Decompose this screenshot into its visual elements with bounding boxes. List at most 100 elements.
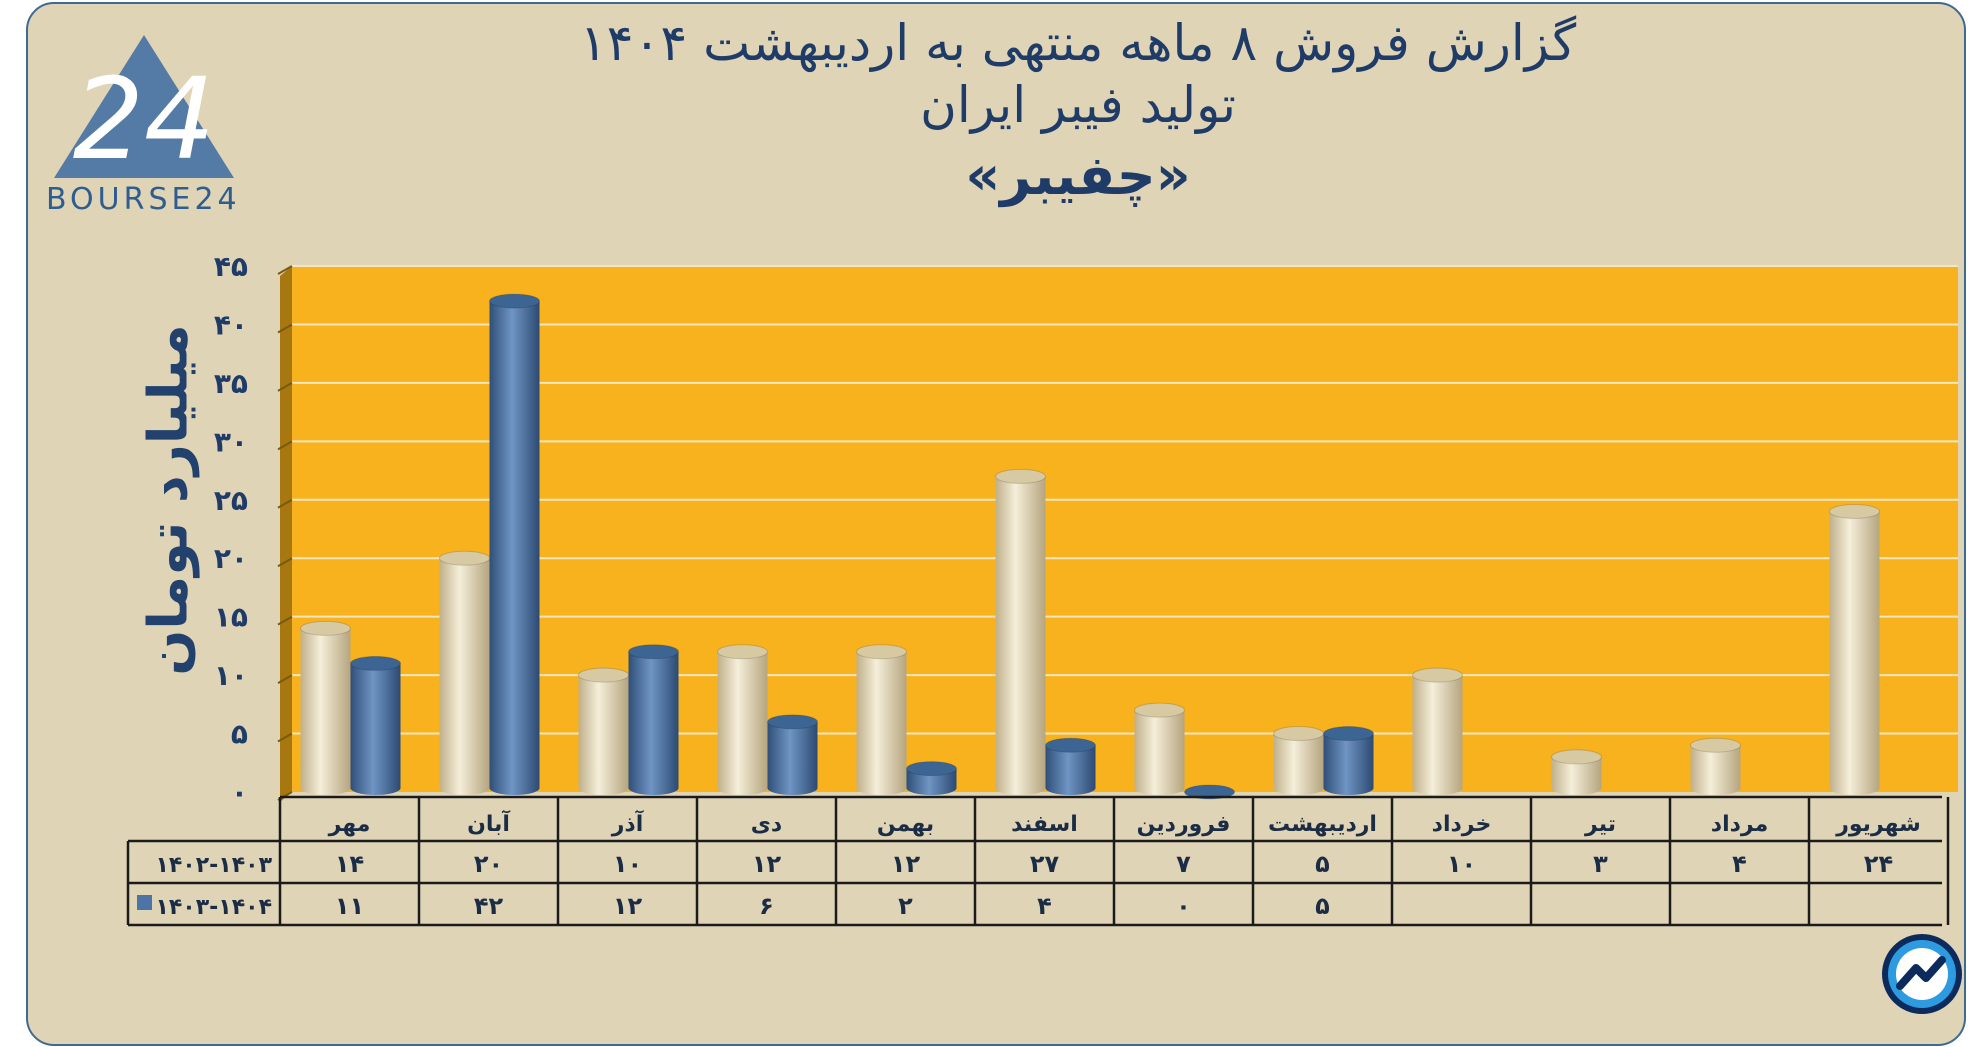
data-label-series-a: ۵ [1315,850,1330,878]
bar-series-a-body [578,675,629,788]
bar-series-b-top [628,644,679,660]
bar-series-b [1323,726,1374,795]
y-tick-label: ۱۵ [214,601,248,634]
data-label-series-a: ۱۴ [335,850,364,878]
bar-series-a [1412,667,1463,795]
data-label-series-a: ۱۲ [891,850,921,878]
logo-mark-text: 24 [73,55,216,185]
bar-series-a [1551,749,1602,795]
data-label-series-a: ۲۴ [1864,850,1893,878]
legend-series-b-label: ۱۴۰۳-۱۴۰۴ [155,895,272,920]
data-label-series-a: ۳ [1593,850,1608,878]
bar-series-b-top [1045,737,1096,753]
bar-series-b [350,655,401,795]
gridline-side [277,674,293,684]
bar-series-a-body [1829,511,1880,788]
data-label-series-a: ۲۰ [474,850,503,878]
bar-series-a-base [856,781,907,795]
bar-series-b-base [350,781,401,795]
bar-series-a [1829,503,1880,795]
bar-series-a-top [439,550,490,566]
gridline-side [277,615,293,626]
data-label-series-a: ۷ [1176,850,1191,878]
bar-series-b-top [489,293,540,309]
data-label-series-b: ۶ [759,892,774,920]
bar-series-b-body [628,651,679,788]
bar-series-b [1184,784,1235,800]
trend-arrow-icon[interactable] [1880,932,1964,1016]
bar-series-b-top [767,714,818,730]
bar-series-a-top [995,468,1046,484]
legend-series-b-swatch [137,895,152,910]
x-category-label: آذر [611,809,644,837]
bar-series-a-body [439,558,490,788]
bar-series-b [489,293,540,795]
bar-series-a-top [1273,726,1324,742]
bar-series-a-base [1690,781,1741,795]
data-label-series-a: ۲۷ [1030,850,1060,878]
x-category-label: شهریور [1835,812,1921,837]
data-label-series-b: ۴۲ [474,892,504,920]
gridline-side [277,382,293,392]
bar-series-b-top [1184,784,1235,800]
bar-series-a-base [439,781,490,795]
plot-side-wall [280,266,292,802]
data-label-series-b: ۰ [1176,892,1191,920]
data-label-series-a: ۴ [1732,850,1747,878]
bar-series-a-top [1829,503,1880,519]
data-label-series-b: ۲ [898,892,913,920]
bar-series-a-top [1551,749,1602,765]
bar-series-a [578,667,629,795]
logo-wordmark: BOURSE24 [46,182,241,217]
bar-series-a-body [1134,710,1185,788]
legend-series-a-label: ۱۴۰۲-۱۴۰۳ [155,853,272,878]
data-label-series-b: ۵ [1315,892,1330,920]
bar-series-a-base [1134,781,1185,795]
bar-series-b-top [1323,726,1374,742]
bar-series-b [906,761,957,795]
bar-series-a-top [578,667,629,683]
x-category-label: اسفند [1011,812,1078,837]
x-category-label: مهر [328,812,371,837]
bar-series-b-body [489,301,540,788]
bar-series-a-top [1690,737,1741,753]
x-category-label: مرداد [1711,812,1768,837]
bar-series-a-base [300,781,351,795]
data-label-series-a: ۱۲ [752,850,782,878]
y-tick-label: ۴۰ [214,308,248,341]
data-label-series-b: ۱۲ [613,892,643,920]
y-tick-label: ۵ [231,718,248,751]
x-category-label: تیر [1584,812,1616,837]
bar-series-a-body [1690,745,1741,788]
bar-series-b-body [350,663,401,788]
company-name: تولید فیبر ایران [920,76,1236,134]
bar-series-b-base [628,781,679,795]
bar-series-b [628,644,679,795]
chart-title: گزارش فروش ۸ ماهه منتهی به اردیبهشت ۱۴۰۴ [579,14,1577,72]
bar-series-a-top [717,644,768,660]
bar-series-a-body [856,651,907,788]
bar-series-b-base [1323,781,1374,795]
gridline-side [277,440,293,451]
data-label-series-b: ۴ [1037,892,1052,920]
bar-series-a [856,644,907,795]
bar-series-a-body [1412,675,1463,788]
gridline-side [277,732,293,743]
bar-series-a-body [1273,733,1324,788]
y-tick-label: ۲۵ [214,484,248,517]
bar-series-b-base [906,781,957,795]
gridline-side [277,557,293,568]
bar-series-a [1134,702,1185,795]
bar-series-a-top [300,620,351,636]
x-category-label: بهمن [877,812,934,837]
bar-series-b [767,714,818,795]
bar-series-b-base [767,781,818,795]
y-tick-label: ۰ [231,776,248,809]
bar-series-b-body [1323,733,1374,788]
bar-series-a-body [300,628,351,788]
bar-series-a-top [1412,667,1463,683]
bar-series-a [717,644,768,795]
y-tick-label: ۳۰ [214,425,248,458]
x-category-label: دی [751,812,782,837]
